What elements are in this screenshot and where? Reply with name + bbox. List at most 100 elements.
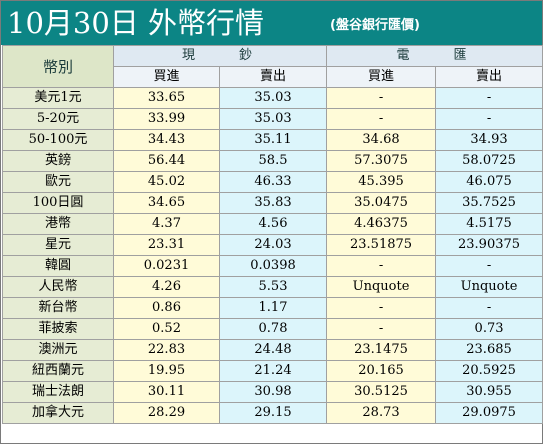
cash-buy-cell: 19.95	[113, 360, 220, 382]
cash-buy-cell: 0.86	[113, 297, 220, 319]
wire-buy-cell: -	[326, 297, 437, 319]
cash-buy-cell: 4.37	[113, 213, 220, 235]
wire-sell-cell: 0.73	[435, 318, 543, 340]
cash-buy-cell: 22.83	[113, 339, 220, 361]
wire-sell-header: 賣出	[435, 66, 543, 88]
currency-cell: 美元1元	[2, 87, 114, 109]
group-header-row: 幣別 現 鈔 電 匯	[2, 45, 543, 88]
cash-sell-cell: 1.17	[218, 297, 328, 319]
wire-buy-cell: -	[326, 255, 437, 277]
page-subtitle: (盤谷銀行匯價)	[330, 18, 420, 33]
cash-buy-cell: 34.65	[113, 192, 220, 214]
wire-sell-cell: 4.5175	[435, 213, 543, 235]
wire-sell-cell: 20.5925	[435, 360, 543, 382]
wire-buy-cell: 20.165	[326, 360, 437, 382]
cash-sell-cell: 24.03	[218, 234, 328, 256]
cash-sell-cell: 35.03	[218, 87, 328, 109]
cash-sell-cell: 5.53	[218, 276, 328, 298]
wire-sell-cell: -	[435, 108, 543, 130]
cash-buy-cell: 23.31	[113, 234, 220, 256]
table-row: 韓圓 0.0231 0.0398- -	[2, 255, 543, 277]
cash-buy-cell: 30.11	[113, 381, 220, 403]
currency-cell: 50-100元	[2, 129, 114, 151]
wire-sell-cell: 23.90375	[435, 234, 543, 256]
cash-sell-cell: 35.11	[218, 129, 328, 151]
wire-sell-cell: 29.0975	[435, 402, 543, 424]
cash-buy-cell: 0.0231	[113, 255, 220, 277]
table-row: 100日圓 34.65 35.83 35.0475 35.7525	[2, 192, 543, 214]
wire-buy-cell: 4.46375	[326, 213, 437, 235]
cash-sell-cell: 35.03	[218, 108, 328, 130]
exchange-rate-table: 幣別 現 鈔 電 匯 買進 賣出 買進 賣出 美元1元 33.65 35.03- -5…	[2, 45, 543, 424]
table-row: 加拿大元 28.29 29.15 28.73 29.0975	[2, 402, 543, 424]
cash-group-header: 現 鈔	[112, 45, 328, 67]
table-row: 人民幣 4.26 5.53 Unquote Unquote	[2, 276, 543, 298]
cash-sell-cell: 30.98	[218, 381, 328, 403]
wire-sell-cell: 46.075	[435, 171, 543, 193]
wire-buy-cell: 35.0475	[326, 192, 437, 214]
table-row: 5-20元 33.99 35.03- -	[2, 108, 543, 130]
cash-buy-cell: 0.52	[113, 318, 220, 340]
cash-sell-cell: 35.83	[218, 192, 328, 214]
wire-group-header: 電 匯	[326, 45, 543, 67]
cash-buy-cell: 45.02	[113, 171, 220, 193]
cash-buy-cell: 28.29	[113, 402, 220, 424]
wire-sell-cell: -	[435, 87, 543, 109]
column-header-row: 買進 賣出 買進 賣出	[3, 66, 543, 88]
currency-cell: 新台幣	[2, 297, 114, 319]
table-row: 英鎊 56.44 58.5 57.3075 58.0725	[2, 150, 543, 172]
wire-buy-cell: -	[326, 87, 437, 109]
table-row: 港幣 4.37 4.56 4.46375 4.5175	[2, 213, 543, 235]
currency-cell: 瑞士法朗	[2, 381, 114, 403]
wire-buy-cell: 30.5125	[326, 381, 437, 403]
wire-buy-cell: 34.68	[326, 129, 437, 151]
table-row: 紐西蘭元 19.95 21.24 20.165 20.5925	[2, 360, 543, 382]
wire-sell-cell: 58.0725	[435, 150, 543, 172]
wire-buy-cell: 23.1475	[326, 339, 437, 361]
table-row: 50-100元 34.43 35.11 34.68 34.93	[2, 129, 543, 151]
cash-sell-header: 賣出	[218, 66, 328, 88]
table-row: 菲披索 0.52 0.78-0.73	[2, 318, 543, 340]
cash-sell-cell: 46.33	[218, 171, 328, 193]
currency-cell: 港幣	[2, 213, 114, 235]
wire-buy-cell: 28.73	[326, 402, 437, 424]
cash-sell-cell: 0.0398	[218, 255, 328, 277]
wire-buy-cell: 57.3075	[326, 150, 437, 172]
currency-cell: 100日圓	[2, 192, 114, 214]
cash-buy-cell: 34.43	[113, 129, 220, 151]
wire-buy-cell: Unquote	[326, 276, 437, 298]
currency-cell: 星元	[2, 234, 114, 256]
cash-buy-cell: 56.44	[113, 150, 220, 172]
page-title: 10月30日 外幣行情	[7, 6, 265, 40]
cash-sell-cell: 58.5	[218, 150, 328, 172]
cash-sell-cell: 4.56	[218, 213, 328, 235]
wire-sell-cell: -	[435, 255, 543, 277]
wire-sell-cell: 23.685	[435, 339, 543, 361]
currency-cell: 加拿大元	[2, 402, 114, 424]
cash-sell-cell: 24.48	[218, 339, 328, 361]
wire-buy-cell: 45.395	[326, 171, 437, 193]
cash-sell-cell: 21.24	[218, 360, 328, 382]
cash-buy-cell: 33.65	[113, 87, 220, 109]
cash-sell-cell: 0.78	[218, 318, 328, 340]
table-row: 美元1元 33.65 35.03- -	[2, 87, 543, 109]
wire-sell-cell: 30.955	[435, 381, 543, 403]
table-row: 瑞士法朗 30.11 30.98 30.5125 30.955	[2, 381, 543, 403]
wire-sell-cell: 34.93	[435, 129, 543, 151]
title-banner: 10月30日 外幣行情 (盤谷銀行匯價)	[1, 1, 542, 45]
wire-buy-header: 買進	[326, 66, 437, 88]
currency-cell: 韓圓	[2, 255, 114, 277]
currency-cell: 英鎊	[2, 150, 114, 172]
cash-sell-cell: 29.15	[218, 402, 328, 424]
cash-buy-cell: 4.26	[113, 276, 220, 298]
table-row: 新台幣 0.86 1.17- -	[2, 297, 543, 319]
currency-cell: 紐西蘭元	[2, 360, 114, 382]
wire-sell-cell: Unquote	[435, 276, 543, 298]
cash-buy-cell: 33.99	[113, 108, 220, 130]
table-row: 澳洲元 22.83 24.48 23.1475 23.685	[2, 339, 543, 361]
wire-sell-cell: 35.7525	[435, 192, 543, 214]
cash-buy-header: 買進	[113, 66, 220, 88]
currency-cell: 5-20元	[2, 108, 114, 130]
currency-cell: 人民幣	[2, 276, 114, 298]
